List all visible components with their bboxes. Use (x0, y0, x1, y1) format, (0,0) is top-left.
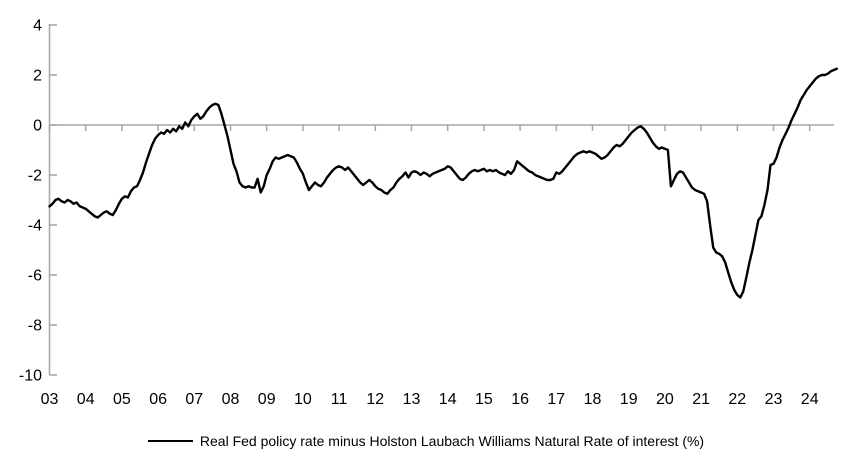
x-axis-tick-label: 19 (620, 391, 638, 408)
x-axis-tick-label: 04 (77, 391, 95, 408)
x-axis-tick-label: 03 (41, 391, 59, 408)
x-axis-tick-label: 06 (149, 391, 167, 408)
x-axis-tick-label: 14 (439, 391, 457, 408)
x-axis-tick-label: 12 (366, 391, 384, 408)
x-axis-tick-label: 21 (692, 391, 710, 408)
x-axis-tick-label: 22 (728, 391, 746, 408)
x-axis-tick-label: 11 (331, 391, 348, 408)
y-axis-tick-label: 2 (33, 68, 42, 85)
data-series-line (48, 67, 838, 299)
legend-line-sample (147, 440, 193, 442)
y-axis-tick-label: 4 (33, 18, 42, 35)
x-axis-tick-label: 17 (547, 391, 565, 408)
chart-legend: Real Fed policy rate minus Holston Lauba… (0, 429, 852, 453)
x-axis-tick-label: 10 (294, 391, 312, 408)
x-axis-tick-label: 16 (511, 391, 529, 408)
x-axis-tick-label: 20 (656, 391, 674, 408)
y-axis-tick-label: -4 (28, 218, 42, 235)
x-axis-tick-label: 09 (258, 391, 276, 408)
y-axis-tick-label: 0 (33, 118, 42, 135)
y-axis-tick-label: -6 (28, 268, 42, 285)
y-axis-tick-label: -8 (28, 318, 42, 335)
x-axis-tick-label: 08 (222, 391, 240, 408)
x-axis-tick-label: 15 (475, 391, 493, 408)
x-axis-tick-label: 05 (113, 391, 131, 408)
y-axis-tick-label: -10 (19, 368, 42, 385)
legend-label: Real Fed policy rate minus Holston Lauba… (199, 433, 705, 449)
x-axis-tick-label: 13 (403, 391, 421, 408)
x-axis-tick-label: 18 (584, 391, 602, 408)
x-axis-tick-label: 07 (185, 391, 203, 408)
x-axis-tick-label: 23 (765, 391, 783, 408)
x-axis-tick-label: 24 (801, 391, 819, 408)
y-axis-tick-label: -2 (28, 168, 42, 185)
